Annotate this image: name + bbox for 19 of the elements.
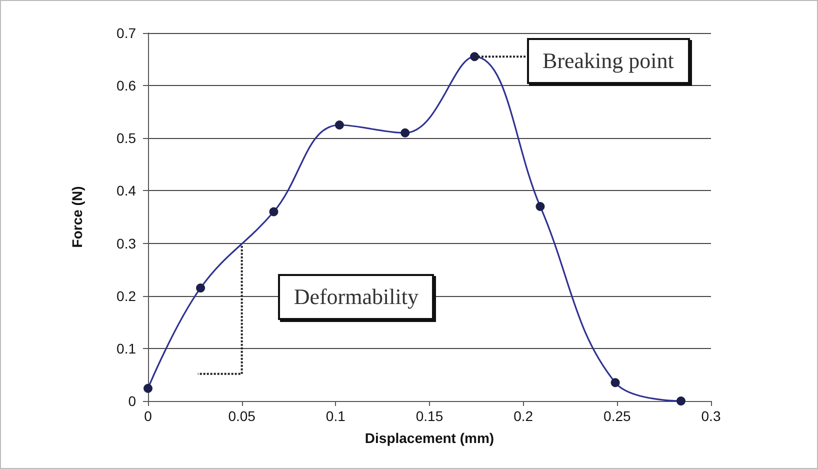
- x-tick-label: 0.25: [604, 408, 632, 424]
- annotation: Deformability: [278, 274, 434, 320]
- y-tick-label: 0.7: [116, 25, 136, 41]
- y-tick-label: 0.3: [116, 235, 136, 252]
- y-tick-label: 0.5: [116, 130, 136, 146]
- x-tick-label: 0.05: [228, 408, 256, 424]
- x-axis-title: Displacement (mm): [364, 430, 494, 446]
- y-tick-label: 0.2: [116, 288, 136, 304]
- x-tick-label: 0: [144, 408, 152, 424]
- x-tick-label: 0.1: [326, 408, 346, 424]
- y-tick-label: 0.1: [116, 340, 136, 356]
- y-tick-label: 0.6: [116, 78, 136, 94]
- x-tick-label: 0.3: [701, 408, 721, 424]
- y-tick-label: 0: [128, 393, 136, 409]
- y-axis-title: Force (N): [69, 186, 85, 248]
- x-tick-label: 0.2: [514, 408, 534, 424]
- x-tick-label: 0.15: [416, 408, 444, 424]
- annotation: Breaking point: [526, 38, 690, 84]
- y-tick-label: 0.4: [116, 182, 136, 199]
